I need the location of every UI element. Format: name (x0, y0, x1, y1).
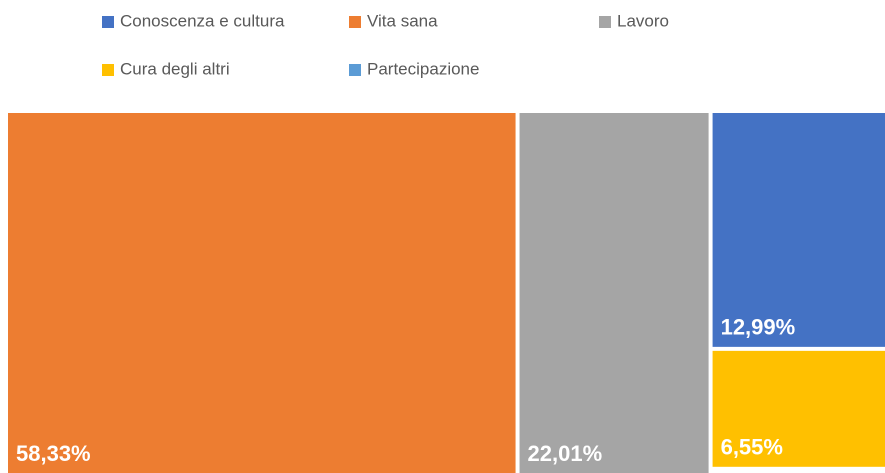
value-label: 58,33% (16, 441, 91, 466)
treemap-cell (8, 113, 516, 473)
value-label: 12,99% (721, 315, 796, 340)
legend-label: Partecipazione (367, 59, 479, 78)
treemap-cell (712, 113, 885, 347)
legend-label: Conoscenza e cultura (120, 11, 285, 30)
legend-label: Lavoro (617, 11, 669, 30)
legend-swatch (349, 64, 361, 76)
legend-swatch (349, 16, 361, 28)
value-label: 22,01% (528, 441, 603, 466)
value-label: 6,55% (721, 435, 783, 460)
treemap-cell (519, 113, 709, 473)
legend-swatch (599, 16, 611, 28)
legend-label: Vita sana (367, 11, 438, 30)
legend-label: Cura degli altri (120, 59, 230, 78)
legend-swatch (102, 16, 114, 28)
legend-swatch (102, 64, 114, 76)
treemap-cell (712, 350, 885, 467)
